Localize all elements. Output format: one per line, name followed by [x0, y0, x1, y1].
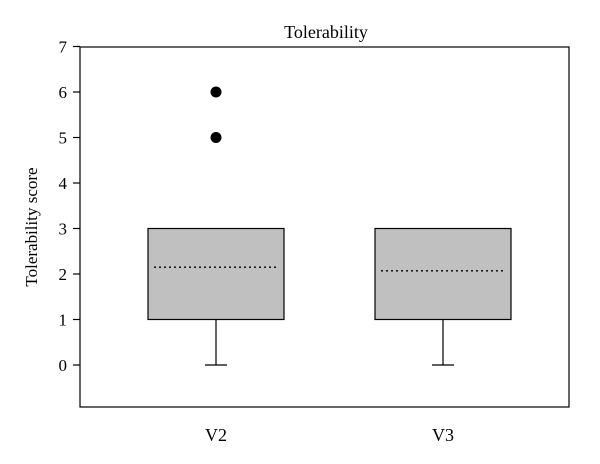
box-series [147, 86, 512, 366]
y-axis-ticks: 0 1 2 3 4 5 6 7 [59, 38, 80, 375]
y-tick-label: 4 [59, 174, 68, 193]
y-tick-label: 0 [59, 356, 68, 375]
y-tick-label: 2 [59, 265, 68, 284]
outlier-point [210, 132, 222, 143]
x-category-label: V3 [432, 425, 454, 445]
y-tick-label: 5 [59, 129, 68, 148]
y-tick-label: 7 [59, 38, 68, 57]
y-axis-label: Tolerability score [22, 167, 41, 286]
x-category-label: V2 [205, 425, 227, 445]
box-body [374, 227, 512, 321]
x-axis-labels: V2 V3 [205, 425, 454, 445]
chart-title: Tolerability [284, 22, 368, 42]
y-tick-label: 6 [59, 83, 68, 102]
plot-frame [79, 46, 570, 408]
y-tick-label: 3 [59, 220, 68, 239]
y-tick-label: 1 [59, 311, 68, 330]
outlier-point [210, 86, 222, 98]
box-body [147, 227, 285, 321]
